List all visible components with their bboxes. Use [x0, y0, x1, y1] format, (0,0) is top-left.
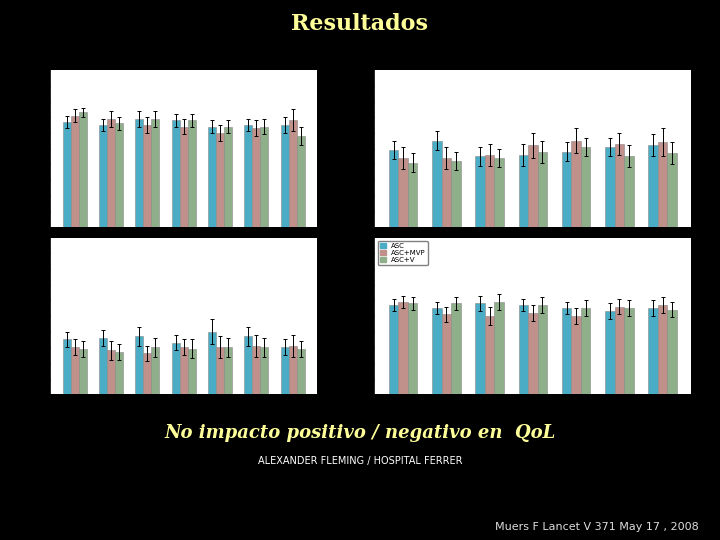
- Bar: [562, 152, 571, 227]
- Bar: [99, 338, 107, 394]
- Bar: [624, 308, 634, 394]
- Bar: [667, 153, 677, 227]
- Bar: [528, 145, 538, 227]
- Text: A  Physical functioning: A Physical functioning: [50, 60, 146, 70]
- Bar: [107, 119, 115, 227]
- Bar: [216, 133, 224, 227]
- Bar: [518, 305, 528, 394]
- Bar: [475, 157, 485, 227]
- Bar: [485, 155, 495, 227]
- Y-axis label: Mean score: Mean score: [24, 296, 30, 336]
- Bar: [485, 316, 495, 394]
- Bar: [615, 144, 624, 227]
- Legend: ASC, ASC+MVP, ASC+V: ASC, ASC+MVP, ASC+V: [378, 241, 428, 265]
- Bar: [495, 302, 504, 394]
- Bar: [441, 314, 451, 394]
- Bar: [224, 126, 232, 227]
- Bar: [216, 347, 224, 394]
- Bar: [224, 347, 232, 394]
- Bar: [389, 305, 398, 394]
- Bar: [297, 136, 305, 227]
- Bar: [538, 152, 547, 227]
- Bar: [78, 349, 86, 394]
- Bar: [408, 303, 418, 394]
- Bar: [261, 347, 269, 394]
- Bar: [398, 158, 408, 227]
- Bar: [151, 347, 159, 394]
- Text: B  Pain: B Pain: [50, 228, 79, 237]
- Bar: [538, 305, 547, 394]
- Bar: [99, 125, 107, 227]
- Bar: [115, 352, 123, 394]
- X-axis label: Time from randomisation (months): Time from randomisation (months): [472, 407, 594, 414]
- Bar: [71, 116, 78, 227]
- Bar: [244, 336, 252, 394]
- Bar: [495, 158, 504, 227]
- Bar: [289, 346, 297, 394]
- Bar: [658, 305, 667, 394]
- Bar: [581, 147, 590, 227]
- Bar: [252, 346, 261, 394]
- Bar: [63, 122, 71, 227]
- Bar: [143, 125, 151, 227]
- Bar: [179, 347, 188, 394]
- Bar: [289, 120, 297, 227]
- Bar: [581, 308, 590, 394]
- Bar: [143, 354, 151, 394]
- Bar: [571, 316, 581, 394]
- Y-axis label: Mean score: Mean score: [348, 296, 354, 336]
- Bar: [528, 313, 538, 394]
- Bar: [188, 349, 196, 394]
- Bar: [63, 339, 71, 394]
- Bar: [135, 119, 143, 227]
- Bar: [188, 120, 196, 227]
- Bar: [667, 309, 677, 394]
- Bar: [571, 140, 581, 227]
- Bar: [648, 145, 658, 227]
- Bar: [389, 150, 398, 227]
- Bar: [252, 128, 261, 227]
- Bar: [398, 302, 408, 394]
- Bar: [171, 342, 179, 394]
- Y-axis label: Mean score: Mean score: [348, 129, 354, 168]
- Bar: [432, 140, 441, 227]
- Bar: [451, 161, 461, 227]
- Bar: [432, 308, 441, 394]
- Y-axis label: Mean score: Mean score: [24, 129, 30, 168]
- Bar: [451, 303, 461, 394]
- Bar: [648, 308, 658, 394]
- Bar: [208, 126, 216, 227]
- Bar: [562, 308, 571, 394]
- Bar: [78, 112, 86, 227]
- Bar: [624, 157, 634, 227]
- Text: D  Global quality of life: D Global quality of life: [374, 228, 471, 237]
- Bar: [408, 163, 418, 227]
- Bar: [171, 120, 179, 227]
- Bar: [107, 350, 115, 394]
- Bar: [297, 349, 305, 394]
- Bar: [244, 125, 252, 227]
- Bar: [475, 303, 485, 394]
- Text: Muers F Lancet V 371 May 17 , 2008: Muers F Lancet V 371 May 17 , 2008: [495, 522, 698, 532]
- Bar: [71, 347, 78, 394]
- Bar: [281, 347, 289, 394]
- Bar: [605, 147, 615, 227]
- Bar: [208, 332, 216, 394]
- Bar: [518, 155, 528, 227]
- Bar: [115, 124, 123, 227]
- Text: ALEXANDER FLEMING / HOSPITAL FERRER: ALEXANDER FLEMING / HOSPITAL FERRER: [258, 456, 462, 467]
- Text: No impacto positivo / negativo en  QoL: No impacto positivo / negativo en QoL: [164, 424, 556, 442]
- Text: Resultados: Resultados: [292, 14, 428, 36]
- Bar: [179, 126, 188, 227]
- Bar: [658, 142, 667, 227]
- Bar: [615, 307, 624, 394]
- Bar: [281, 125, 289, 227]
- Bar: [261, 126, 269, 227]
- Text: C  Dyspnoea: C Dyspnoea: [374, 60, 428, 70]
- Bar: [441, 158, 451, 227]
- Bar: [135, 336, 143, 394]
- Bar: [605, 311, 615, 394]
- Bar: [151, 119, 159, 227]
